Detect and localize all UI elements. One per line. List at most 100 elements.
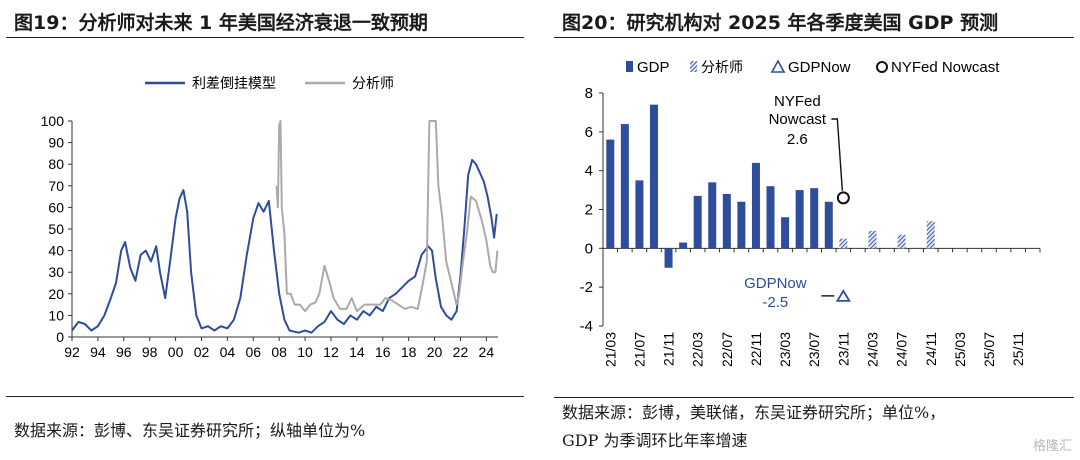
nyfed-label-line1: NYFed — [774, 93, 821, 110]
y-tick-label: 50 — [48, 221, 64, 237]
gdp-bar — [810, 188, 819, 249]
gdp-bar — [664, 248, 673, 268]
left-panel: 图19：分析师对未来 1 年美国经济衰退一致预期 0 10 20 30 40 50 60 70… — [0, 0, 530, 460]
x-tick-label: 06 — [245, 344, 261, 360]
legend-label-model: 利差倒挂模型 — [192, 75, 276, 91]
analyst-bar — [897, 234, 906, 249]
gdp-bar — [708, 182, 717, 249]
series-line-analyst — [275, 120, 499, 313]
x-tick-label: 25/07 — [981, 332, 997, 367]
y-tick-label: 2 — [585, 202, 593, 219]
x-tick-label: 23/11 — [835, 332, 851, 366]
gdp-bar — [766, 186, 775, 249]
nyfed-leader-line — [831, 118, 844, 191]
x-tick-label: 25/03 — [952, 332, 968, 367]
y-tick-label: 0 — [56, 329, 64, 345]
x-tick-label: 14 — [349, 344, 365, 360]
legend-label-analyst: 分析师 — [701, 59, 743, 75]
recession-chart: 0 10 20 30 40 50 60 70 80 90 100 92 94 96 98 00 02 04 06 08… — [41, 75, 499, 360]
x-tick-label: 92 — [64, 344, 80, 360]
gdp-bar — [737, 201, 746, 249]
y-tick-label: 80 — [48, 156, 64, 172]
x-tick-label: 22 — [453, 344, 469, 360]
gdpnow-marker — [835, 289, 851, 302]
gdp-bar — [679, 242, 688, 249]
x-tick-label: 23/03 — [777, 332, 793, 367]
gdp-bar — [751, 162, 760, 249]
x-tick-label: 22/03 — [690, 332, 706, 367]
x-tick-label: 20 — [427, 344, 443, 360]
gdp-bar — [606, 139, 615, 249]
legend-swatch-nyfed — [876, 61, 888, 73]
y-tick-label: -2 — [580, 279, 593, 296]
x-tick-label: 21/07 — [631, 332, 647, 367]
series-line-model — [71, 158, 498, 334]
x-tick-label: 08 — [271, 344, 287, 360]
gdp-bar — [620, 124, 629, 249]
y-tick-label: 40 — [48, 243, 64, 259]
analyst-bar — [926, 221, 935, 249]
x-tick-label: 98 — [142, 344, 158, 360]
gdp-bar — [722, 193, 731, 249]
x-tick-label: 18 — [401, 344, 417, 360]
y-tick-label: -4 — [580, 318, 593, 335]
gdp-bar — [649, 104, 658, 249]
legend-label-nyfed: NYFed Nowcast — [891, 59, 1000, 76]
x-tick-label: 10 — [297, 344, 313, 360]
analyst-bar — [868, 230, 877, 249]
x-tick-label: 21/11 — [661, 332, 677, 366]
x-tick-label: 16 — [375, 344, 391, 360]
y-tick-label: 8 — [585, 85, 593, 102]
right-title: 图20：研究机构对 2025 年各季度美国 GDP 预测 — [562, 12, 999, 34]
y-tick-label: 10 — [48, 307, 64, 323]
right-source-line1: 数据来源：彭博，美联储，东吴证券研究所；单位%， — [562, 403, 946, 422]
y-tick-label: 30 — [48, 264, 64, 280]
gdp-bar — [635, 180, 644, 249]
y-tick-label: 4 — [585, 163, 593, 180]
x-tick-label: 22/07 — [719, 332, 735, 367]
right-source-line2: GDP 为季调环比年率增速 — [562, 431, 748, 450]
x-tick-label: 24 — [479, 344, 495, 360]
legend-swatch-gdp — [626, 61, 633, 72]
analyst-bar — [839, 238, 848, 249]
gdpnow-label-value: -2.5 — [762, 294, 788, 311]
x-tick-label: 94 — [90, 344, 106, 360]
right-source-rule — [554, 397, 1074, 398]
x-tick-label: 24/07 — [894, 332, 910, 367]
y-tick-label: 0 — [585, 240, 593, 257]
x-tick-label: 24/03 — [864, 332, 880, 367]
gdp-bar — [781, 217, 790, 249]
gdp-chart: -4 -2 0 2 4 6 8 21/03 21/07 21/11 22/03 22/07 22/11 2… — [580, 59, 1041, 367]
legend-swatch-gdpnow — [770, 59, 786, 73]
y-tick-label: 70 — [48, 178, 64, 194]
y-tick-label: 20 — [48, 286, 64, 302]
right-panel: 图20：研究机构对 2025 年各季度美国 GDP 预测 -4 -2 0 2 4 6 8 21… — [548, 0, 1080, 460]
legend-swatch-analyst — [690, 61, 697, 72]
x-tick-label: 24/11 — [923, 332, 939, 366]
left-title: 图19：分析师对未来 1 年美国经济衰退一致预期 — [14, 12, 428, 34]
x-tick-label: 96 — [116, 344, 132, 360]
x-tick-label: 04 — [220, 344, 236, 360]
x-tick-label: 23/07 — [806, 332, 822, 367]
left-title-rule — [6, 37, 524, 38]
x-tick-label: 21/03 — [602, 332, 618, 367]
nyfed-marker — [836, 191, 850, 205]
gdp-bar — [795, 190, 804, 249]
gdp-bar — [693, 195, 702, 249]
y-tick-label: 6 — [585, 124, 593, 141]
x-tick-label: 02 — [194, 344, 210, 360]
gdpnow-label-line1: GDPNow — [744, 275, 807, 292]
y-tick-label: 60 — [48, 199, 64, 215]
legend-label-analyst: 分析师 — [352, 75, 394, 91]
gdp-bar — [824, 201, 833, 249]
right-title-rule — [554, 37, 1074, 38]
x-tick-label: 12 — [323, 344, 339, 360]
x-tick-label: 22/11 — [748, 332, 764, 366]
nyfed-label-line2: Nowcast — [769, 111, 827, 128]
y-tick-label: 90 — [48, 135, 64, 151]
legend-label-gdpnow: GDPNow — [788, 59, 851, 76]
x-tick-label: 00 — [168, 344, 184, 360]
left-source-rule — [6, 396, 524, 397]
watermark: 格隆汇 — [1032, 439, 1072, 454]
legend-label-gdp: GDP — [637, 59, 670, 76]
